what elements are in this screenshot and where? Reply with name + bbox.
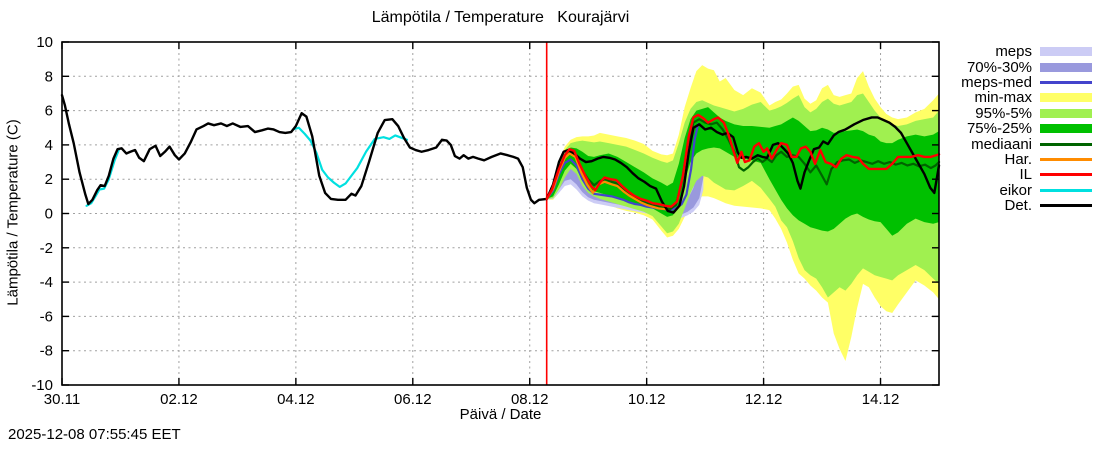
- y-tick-label: -6: [40, 308, 53, 325]
- legend-label: 70%-30%: [966, 58, 1032, 76]
- x-tick-label: 06.12: [394, 391, 432, 408]
- legend: meps 70%-30% meps-med min-max 95%-5% 75%…: [930, 44, 1092, 213]
- il-line-swatch: [1040, 173, 1092, 177]
- y-tick-label: -4: [40, 274, 53, 291]
- y-tick-label: 8: [45, 68, 53, 85]
- legend-label: meps: [995, 43, 1032, 61]
- legend-label: 75%-25%: [966, 120, 1032, 138]
- x-tick-label: 10.12: [628, 391, 666, 408]
- x-tick-label: 30.11: [44, 391, 80, 408]
- chart-title: Lämpötila / Temperature Kourajärvi: [371, 9, 630, 26]
- meps-med-line-swatch: [1040, 80, 1092, 84]
- legend-item-har: Har.: [930, 152, 1092, 167]
- y-tick-label: 0: [45, 206, 53, 223]
- x-tick-label: 02.12: [160, 391, 198, 408]
- legend-label: eikor: [999, 181, 1032, 199]
- x-tick-label: 14.12: [862, 391, 900, 408]
- y-tick-label: 6: [45, 103, 53, 120]
- legend-item-75-25: 75%-25%: [930, 121, 1092, 136]
- band-meps: [546, 131, 704, 219]
- legend-item-eikor: eikor: [930, 183, 1092, 198]
- meps-band-swatch: [1040, 47, 1092, 57]
- mediaani-line-swatch: [1040, 142, 1092, 146]
- legend-label: Det.: [1004, 197, 1032, 215]
- legend-item-det: Det.: [930, 198, 1092, 213]
- x-tick-label: 12.12: [745, 391, 783, 408]
- x-tick-label: 08.12: [511, 391, 549, 408]
- line-IL: [545, 113, 941, 208]
- 75-25-band-swatch: [1040, 124, 1092, 134]
- legend-label: 95%-5%: [975, 104, 1032, 122]
- axes: [61, 41, 940, 386]
- har-line-swatch: [1040, 157, 1092, 161]
- line-Det.: [60, 93, 548, 206]
- x-tick-label: 04.12: [277, 391, 315, 408]
- legend-label: meps-med: [961, 73, 1032, 91]
- eikor-line-swatch: [1040, 188, 1092, 192]
- x-axis-title: Päivä / Date: [459, 406, 542, 423]
- series-lines: [60, 93, 941, 214]
- line-mediaani: [545, 118, 941, 211]
- legend-item-meps-med: meps-med: [930, 75, 1092, 90]
- tick-labels: -10 -8 -6 -4 -2 0 2 4 6 8 10 30.11 02.12 04.12 06.12 08…: [31, 34, 899, 408]
- legend-label: Har.: [1004, 150, 1032, 168]
- legend-label: IL: [1019, 166, 1032, 184]
- 70-30-band-swatch: [1040, 62, 1092, 72]
- line-eikor: [291, 126, 409, 189]
- y-tick-label: 10: [36, 34, 53, 51]
- y-tick-label: -2: [40, 240, 53, 257]
- min-max-band-swatch: [1040, 93, 1092, 103]
- 95-5-band-swatch: [1040, 108, 1092, 118]
- legend-item-70-30: 70%-30%: [930, 58, 1092, 76]
- y-tick-label: -8: [40, 343, 53, 360]
- legend-item-min-max: min-max: [930, 90, 1092, 105]
- legend-label: mediaani: [971, 135, 1032, 153]
- y-tick-label: 2: [45, 171, 53, 188]
- legend-label: min-max: [974, 89, 1032, 107]
- line-Har.: [545, 152, 667, 211]
- forecast-bands: [546, 65, 939, 361]
- legend-item-meps: meps: [930, 44, 1092, 59]
- legend-item-mediaani: mediaani: [930, 135, 1092, 153]
- legend-item-95-5: 95%-5%: [930, 106, 1092, 121]
- generated-timestamp: 2025-12-08 07:55:45 EET: [8, 426, 181, 443]
- legend-item-il: IL: [930, 167, 1092, 182]
- det-line-swatch: [1040, 204, 1092, 208]
- y-tick-label: 4: [45, 137, 53, 154]
- y-tick-label: -10: [31, 377, 53, 394]
